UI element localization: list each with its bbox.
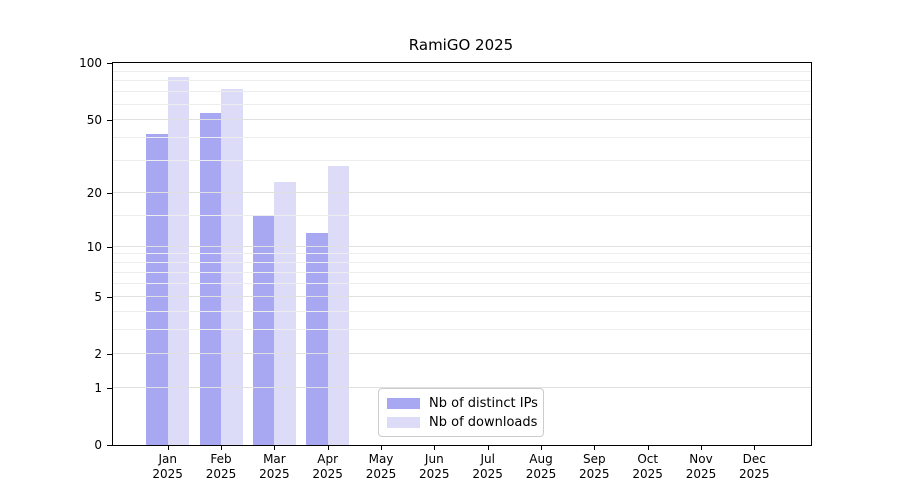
xtick-label-aug: Aug 2025: [525, 452, 557, 481]
xtick-label-feb: Feb 2025: [205, 452, 237, 481]
gridline-y-8: [113, 262, 811, 264]
ytick-label-0: 0: [94, 438, 102, 452]
gridline-y-50: [113, 118, 811, 120]
xtick-label-sep: Sep 2025: [579, 452, 610, 481]
chart-title: RamiGO 2025: [408, 36, 514, 54]
xtick-mark-may: [381, 446, 382, 450]
ytick-label-50: 50: [86, 112, 102, 127]
bar-downloads-feb: [221, 88, 243, 445]
legend-swatch-downloads: [387, 416, 420, 428]
xtick-label-nov: Nov 2025: [685, 452, 717, 481]
xtick-mark-nov: [701, 446, 702, 450]
xtick-mark-sep: [594, 446, 596, 450]
xtick-mark-jun: [434, 446, 436, 450]
bar-distinct-ips-feb: [199, 113, 222, 445]
xtick-label-may: May 2025: [365, 452, 397, 481]
gridline-y-10: [113, 245, 811, 247]
ytick-label-2: 2: [94, 347, 102, 362]
ytick-mark-1: [107, 387, 112, 389]
xtick-label-apr: Apr 2025: [312, 452, 343, 481]
plot-area: [112, 62, 812, 446]
ytick-mark-50: [107, 119, 112, 121]
gridline-y-3: [113, 329, 811, 331]
xtick-mark-oct: [647, 446, 649, 450]
ytick-mark-2: [107, 354, 112, 356]
ytick-mark-10: [107, 246, 112, 248]
gridline-y-80: [113, 80, 811, 82]
xtick-label-jun: Jun 2025: [419, 452, 450, 481]
bar-downloads-jan: [167, 77, 190, 445]
ytick-label-5: 5: [94, 289, 102, 304]
gridline-y-5: [113, 295, 811, 297]
xtick-mark-feb: [221, 446, 222, 450]
legend-item-distinct-ips: Nb of distinct IPs: [387, 395, 538, 411]
ytick-mark-100: [107, 63, 112, 64]
gridline-y-6: [113, 282, 811, 284]
gridline-y-20: [113, 192, 811, 193]
ytick-label-10: 10: [86, 239, 102, 254]
gridline-y-90: [113, 70, 811, 72]
xtick-mark-apr: [327, 446, 329, 450]
gridline-y-9: [113, 253, 811, 255]
xtick-mark-aug: [541, 446, 542, 450]
ytick-mark-20: [107, 193, 112, 194]
gridline-y-4: [113, 310, 811, 312]
ytick-mark-5: [107, 296, 112, 298]
gridline-y-15: [113, 214, 811, 216]
bar-distinct-ips-apr: [306, 232, 328, 445]
gridline-y-1: [113, 386, 811, 388]
bar-downloads-mar: [274, 181, 296, 445]
gridline-y-30: [113, 159, 811, 161]
legend-label-downloads: Nb of downloads: [429, 414, 538, 430]
gridline-y-7: [113, 271, 811, 273]
xtick-mark-jan: [167, 446, 169, 450]
legend-label-distinct-ips: Nb of distinct IPs: [429, 395, 538, 411]
xtick-label-oct: Oct 2025: [632, 452, 663, 481]
ytick-label-100: 100: [79, 56, 102, 70]
ytick-label-1: 1: [94, 380, 102, 395]
ytick-label-20: 20: [86, 186, 102, 200]
gridline-y-40: [113, 136, 811, 138]
xtick-mark-jul: [487, 446, 489, 450]
legend-item-downloads: Nb of downloads: [387, 414, 538, 430]
gridline-y-60: [113, 103, 811, 105]
xtick-label-mar: Mar 2025: [259, 452, 290, 481]
bar-downloads-apr: [327, 166, 350, 445]
bar-distinct-ips-jan: [146, 133, 168, 445]
xtick-label-jan: Jan 2025: [152, 452, 183, 481]
gridline-y-2: [113, 353, 811, 355]
legend-swatch-distinct-ips: [387, 397, 420, 409]
xtick-label-dec: Dec 2025: [739, 452, 770, 481]
legend: Nb of distinct IPs Nb of downloads: [378, 388, 544, 437]
gridline-y-70: [113, 91, 811, 93]
xtick-label-jul: Jul 2025: [472, 452, 503, 481]
xtick-mark-mar: [274, 446, 276, 450]
ytick-mark-0: [107, 445, 112, 446]
xtick-mark-dec: [754, 446, 756, 450]
